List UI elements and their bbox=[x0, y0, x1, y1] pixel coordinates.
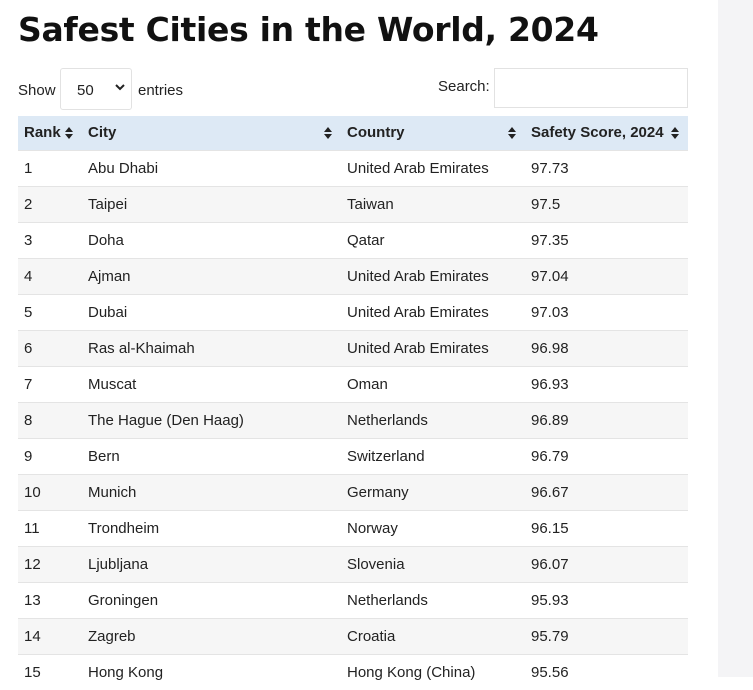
score-cell: 95.79 bbox=[525, 617, 688, 654]
table-row: 2 Taipei Taiwan 97.5 bbox=[18, 185, 688, 222]
city-cell: Groningen bbox=[82, 581, 341, 618]
score-cell: 97.03 bbox=[525, 293, 688, 330]
column-header-label: Rank bbox=[24, 124, 61, 142]
rank-cell: 1 bbox=[18, 149, 82, 186]
score-cell: 96.15 bbox=[525, 509, 688, 546]
column-header-safety-score[interactable]: Safety Score, 2024 bbox=[525, 116, 688, 150]
table-row: 10 Munich Germany 96.67 bbox=[18, 473, 688, 510]
rank-cell: 5 bbox=[18, 293, 82, 330]
country-cell: Germany bbox=[341, 473, 525, 510]
country-cell: Taiwan bbox=[341, 185, 525, 222]
search-input[interactable] bbox=[494, 68, 688, 108]
score-cell: 96.89 bbox=[525, 401, 688, 438]
country-cell: Norway bbox=[341, 509, 525, 546]
score-cell: 96.67 bbox=[525, 473, 688, 510]
country-cell: Switzerland bbox=[341, 437, 525, 474]
score-cell: 96.93 bbox=[525, 365, 688, 402]
country-cell: Oman bbox=[341, 365, 525, 402]
sort-icon bbox=[671, 127, 679, 139]
show-label: Show bbox=[18, 82, 56, 99]
table-controls: Show 50 entries Search: bbox=[18, 68, 688, 110]
score-cell: 97.35 bbox=[525, 221, 688, 258]
table-header-row: Rank City Country Safety Score, 2024 bbox=[18, 116, 688, 150]
table-row: 4 Ajman United Arab Emirates 97.04 bbox=[18, 257, 688, 294]
table-row: 15 Hong Kong Hong Kong (China) 95.56 bbox=[18, 653, 688, 690]
table-row: 14 Zagreb Croatia 95.79 bbox=[18, 617, 688, 654]
country-cell: United Arab Emirates bbox=[341, 149, 525, 186]
column-header-label: Country bbox=[347, 124, 405, 142]
table-row: 12 Ljubljana Slovenia 96.07 bbox=[18, 545, 688, 582]
city-cell: Muscat bbox=[82, 365, 341, 402]
country-cell: Slovenia bbox=[341, 545, 525, 582]
country-cell: Netherlands bbox=[341, 581, 525, 618]
table-row: 7 Muscat Oman 96.93 bbox=[18, 365, 688, 402]
rank-cell: 8 bbox=[18, 401, 82, 438]
score-cell: 95.93 bbox=[525, 581, 688, 618]
page-length-value: 50 bbox=[77, 82, 94, 99]
city-cell: Ras al-Khaimah bbox=[82, 329, 341, 366]
country-cell: Qatar bbox=[341, 221, 525, 258]
city-cell: Zagreb bbox=[82, 617, 341, 654]
score-cell: 97.73 bbox=[525, 149, 688, 186]
table-row: 11 Trondheim Norway 96.15 bbox=[18, 509, 688, 546]
country-cell: United Arab Emirates bbox=[341, 293, 525, 330]
sort-icon bbox=[324, 127, 332, 139]
score-cell: 96.07 bbox=[525, 545, 688, 582]
rank-cell: 3 bbox=[18, 221, 82, 258]
city-cell: Taipei bbox=[82, 185, 341, 222]
table-row: 6 Ras al-Khaimah United Arab Emirates 96.98 bbox=[18, 329, 688, 366]
rank-cell: 11 bbox=[18, 509, 82, 546]
table-row: 13 Groningen Netherlands 95.93 bbox=[18, 581, 688, 618]
page-length-select[interactable]: 50 bbox=[60, 68, 132, 110]
page-title: Safest Cities in the World, 2024 bbox=[18, 10, 599, 49]
entries-label: entries bbox=[138, 82, 184, 99]
city-cell: Ajman bbox=[82, 257, 341, 294]
column-header-country[interactable]: Country bbox=[341, 116, 525, 150]
score-cell: 96.98 bbox=[525, 329, 688, 366]
city-cell: Doha bbox=[82, 221, 341, 258]
chevron-down-icon bbox=[115, 84, 125, 91]
rank-cell: 4 bbox=[18, 257, 82, 294]
score-cell: 96.79 bbox=[525, 437, 688, 474]
country-cell: United Arab Emirates bbox=[341, 329, 525, 366]
column-header-city[interactable]: City bbox=[82, 116, 341, 150]
table-row: 1 Abu Dhabi United Arab Emirates 97.73 bbox=[18, 149, 688, 186]
table-row: 9 Bern Switzerland 96.79 bbox=[18, 437, 688, 474]
sort-icon bbox=[508, 127, 516, 139]
table-row: 3 Doha Qatar 97.35 bbox=[18, 221, 688, 258]
rank-cell: 7 bbox=[18, 365, 82, 402]
city-cell: Dubai bbox=[82, 293, 341, 330]
column-header-rank[interactable]: Rank bbox=[18, 116, 82, 150]
rank-cell: 2 bbox=[18, 185, 82, 222]
city-cell: Ljubljana bbox=[82, 545, 341, 582]
city-cell: Trondheim bbox=[82, 509, 341, 546]
city-cell: Abu Dhabi bbox=[82, 149, 341, 186]
column-header-label: Safety Score, 2024 bbox=[531, 124, 664, 142]
score-cell: 97.04 bbox=[525, 257, 688, 294]
rank-cell: 15 bbox=[18, 653, 82, 690]
city-cell: Munich bbox=[82, 473, 341, 510]
search-label: Search: bbox=[438, 78, 490, 95]
score-cell: 97.5 bbox=[525, 185, 688, 222]
cities-table: Rank City Country Safety Score, 2024 1 Ab bbox=[18, 116, 688, 690]
rank-cell: 10 bbox=[18, 473, 82, 510]
rank-cell: 13 bbox=[18, 581, 82, 618]
rank-cell: 12 bbox=[18, 545, 82, 582]
score-cell: 95.56 bbox=[525, 653, 688, 690]
rank-cell: 14 bbox=[18, 617, 82, 654]
country-cell: Netherlands bbox=[341, 401, 525, 438]
city-cell: Hong Kong bbox=[82, 653, 341, 690]
country-cell: Croatia bbox=[341, 617, 525, 654]
city-cell: Bern bbox=[82, 437, 341, 474]
rank-cell: 9 bbox=[18, 437, 82, 474]
sort-icon bbox=[65, 127, 73, 139]
country-cell: Hong Kong (China) bbox=[341, 653, 525, 690]
right-side-panel bbox=[718, 0, 753, 677]
table-row: 5 Dubai United Arab Emirates 97.03 bbox=[18, 293, 688, 330]
country-cell: United Arab Emirates bbox=[341, 257, 525, 294]
column-header-label: City bbox=[88, 124, 117, 142]
city-cell: The Hague (Den Haag) bbox=[82, 401, 341, 438]
table-row: 8 The Hague (Den Haag) Netherlands 96.89 bbox=[18, 401, 688, 438]
rank-cell: 6 bbox=[18, 329, 82, 366]
